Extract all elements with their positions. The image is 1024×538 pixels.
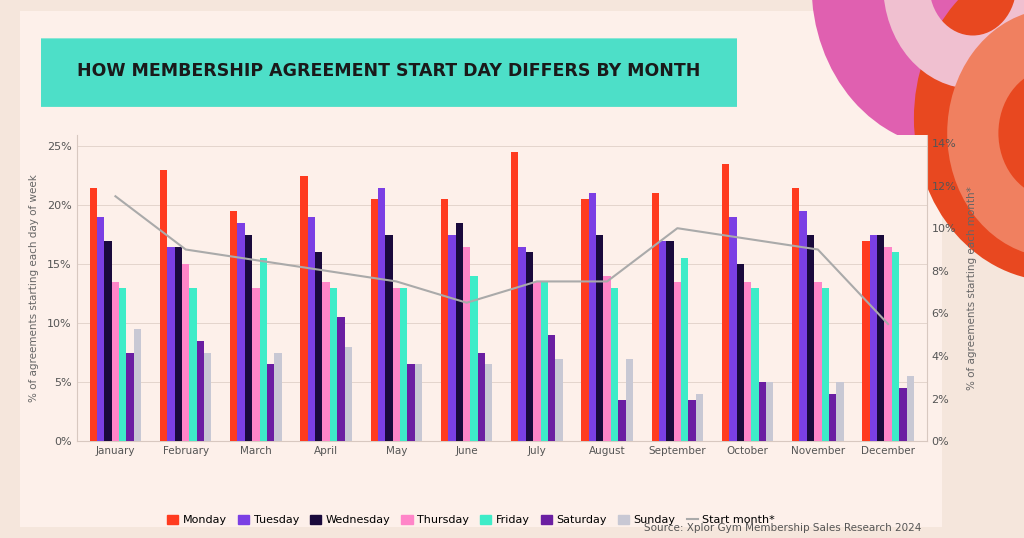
Bar	[695, 394, 703, 441]
Bar	[899, 388, 906, 441]
Bar	[800, 211, 807, 441]
Bar	[736, 264, 743, 441]
Bar	[828, 394, 837, 441]
Bar	[300, 176, 308, 441]
Bar	[189, 288, 197, 441]
Text: Source: Xplor Gym Membership Sales Research 2024: Source: Xplor Gym Membership Sales Resea…	[644, 522, 922, 533]
Bar	[308, 217, 315, 441]
Bar	[197, 341, 204, 441]
Y-axis label: % of agreements starting each month*: % of agreements starting each month*	[968, 186, 978, 390]
Bar	[104, 240, 112, 441]
Bar	[626, 359, 633, 441]
Wedge shape	[947, 11, 1024, 256]
Bar	[651, 194, 658, 441]
Bar	[877, 235, 885, 441]
Bar	[470, 276, 478, 441]
Bar	[485, 365, 493, 441]
Bar	[722, 164, 729, 441]
Bar	[371, 200, 378, 441]
Bar	[323, 282, 330, 441]
Bar	[456, 223, 463, 441]
Bar	[274, 353, 282, 441]
Bar	[596, 235, 603, 441]
Bar	[449, 235, 456, 441]
FancyBboxPatch shape	[2, 1, 961, 537]
Bar	[97, 217, 104, 441]
Bar	[267, 365, 274, 441]
Bar	[175, 246, 182, 441]
Bar	[393, 288, 400, 441]
Bar	[245, 235, 252, 441]
Bar	[534, 282, 541, 441]
Bar	[548, 335, 555, 441]
Bar	[440, 200, 449, 441]
Y-axis label: % of agreements starting each day of week: % of agreements starting each day of wee…	[29, 174, 39, 402]
Bar	[821, 288, 828, 441]
Bar	[743, 282, 752, 441]
Bar	[385, 235, 393, 441]
Bar	[204, 353, 212, 441]
Bar	[463, 246, 470, 441]
Bar	[119, 288, 127, 441]
Bar	[315, 252, 323, 441]
Bar	[814, 282, 821, 441]
Bar	[658, 240, 667, 441]
Bar	[478, 353, 485, 441]
Wedge shape	[811, 0, 1024, 148]
Bar	[869, 235, 877, 441]
Bar	[518, 246, 525, 441]
Bar	[230, 211, 238, 441]
Bar	[610, 288, 618, 441]
Bar	[667, 240, 674, 441]
Bar	[511, 152, 518, 441]
Bar	[792, 188, 800, 441]
Bar	[681, 258, 688, 441]
Bar	[837, 382, 844, 441]
Bar	[885, 246, 892, 441]
Bar	[182, 264, 189, 441]
Bar	[400, 288, 408, 441]
Bar	[766, 382, 773, 441]
Bar	[134, 329, 141, 441]
Bar	[415, 365, 422, 441]
Bar	[127, 353, 134, 441]
Bar	[525, 252, 534, 441]
Bar	[582, 200, 589, 441]
Bar	[112, 282, 119, 441]
Bar	[906, 376, 913, 441]
Bar	[752, 288, 759, 441]
Bar	[260, 258, 267, 441]
Bar	[337, 317, 345, 441]
Bar	[892, 252, 899, 441]
Wedge shape	[883, 0, 1024, 89]
Bar	[729, 217, 736, 441]
Bar	[603, 276, 610, 441]
Wedge shape	[914, 0, 1024, 281]
Bar	[807, 235, 814, 441]
Bar	[167, 246, 175, 441]
FancyBboxPatch shape	[13, 38, 765, 107]
Bar	[589, 194, 596, 441]
Bar	[378, 188, 385, 441]
Bar	[674, 282, 681, 441]
Bar	[330, 288, 337, 441]
Text: HOW MEMBERSHIP AGREEMENT START DAY DIFFERS BY MONTH: HOW MEMBERSHIP AGREEMENT START DAY DIFFE…	[78, 62, 700, 80]
Bar	[345, 347, 352, 441]
Bar	[541, 282, 548, 441]
Bar	[555, 359, 563, 441]
Bar	[862, 240, 869, 441]
Bar	[160, 170, 167, 441]
Bar	[759, 382, 766, 441]
Bar	[90, 188, 97, 441]
Bar	[408, 365, 415, 441]
Bar	[238, 223, 245, 441]
Bar	[252, 288, 260, 441]
Bar	[618, 400, 626, 441]
Legend: Monday, Tuesday, Wednesday, Thursday, Friday, Saturday, Sunday, Start month*: Monday, Tuesday, Wednesday, Thursday, Fr…	[163, 510, 779, 530]
Bar	[688, 400, 695, 441]
